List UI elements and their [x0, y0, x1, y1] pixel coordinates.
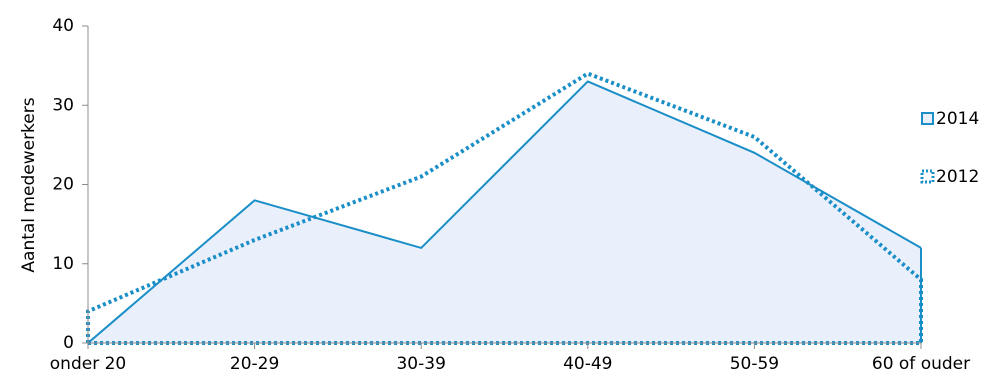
y-axis-title: Aantal medewerkers	[19, 97, 39, 272]
plot-area	[86, 71, 923, 345]
x-tick-label: 50-59	[730, 354, 779, 374]
x-tick-label: 20-29	[230, 354, 279, 374]
legend: 2014 2012	[920, 109, 979, 187]
x-tick-label: 40-49	[563, 354, 612, 374]
y-axis: 0 10 20 30 40	[52, 16, 89, 353]
series-2014-area	[88, 81, 921, 343]
x-tick-label: onder 20	[50, 354, 126, 374]
x-axis: onder 20 20-29 30-39 40-49 50-59 60 of ouder	[50, 342, 970, 374]
y-tick-label: 30	[52, 95, 74, 115]
legend-label-2012: 2012	[936, 167, 979, 187]
y-tick-label: 20	[52, 175, 74, 195]
y-tick-label: 10	[52, 254, 74, 274]
legend-swatch-2014	[921, 112, 934, 125]
legend-label-2014: 2014	[936, 109, 979, 129]
x-tick-label: 30-39	[396, 354, 445, 374]
y-tick-label: 40	[52, 16, 74, 36]
series-2014-line	[87, 80, 922, 344]
x-tick-label: 60 of ouder	[872, 354, 970, 374]
y-tick-label: 0	[63, 333, 74, 353]
legend-swatch-2012	[920, 169, 935, 184]
series-2012-outline	[86, 71, 923, 345]
